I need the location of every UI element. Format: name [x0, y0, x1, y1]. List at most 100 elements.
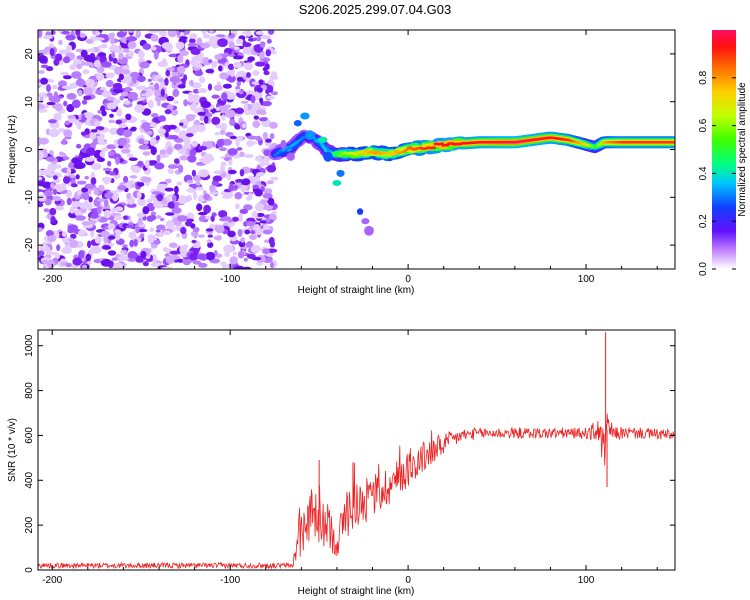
noise-blob — [259, 51, 265, 60]
noise-blob — [71, 201, 81, 208]
noise-blob — [203, 153, 214, 160]
spectral-ridge-segment — [321, 145, 327, 151]
noise-blob — [97, 52, 107, 58]
noise-blob — [191, 124, 198, 130]
noise-blob — [193, 248, 200, 255]
noise-blob — [172, 88, 180, 98]
noise-blob — [126, 192, 132, 200]
noise-blob — [262, 248, 270, 255]
noise-blob — [126, 180, 136, 185]
noise-blob — [120, 91, 129, 97]
noise-blob — [46, 246, 51, 255]
noise-blob — [93, 37, 105, 41]
noise-blob — [252, 120, 261, 128]
snr-background — [38, 330, 675, 570]
noise-blob — [116, 31, 126, 38]
noise-blob — [178, 130, 188, 139]
noise-blob — [244, 229, 251, 235]
noise-blob — [98, 184, 105, 192]
noise-blob — [232, 61, 243, 69]
noise-blob — [174, 158, 180, 164]
noise-blob — [192, 94, 198, 99]
spectral-ridge-segment — [278, 148, 284, 152]
noise-blob — [162, 230, 172, 236]
noise-blob — [196, 253, 207, 260]
noise-blob — [46, 84, 51, 93]
noise-blob — [258, 117, 268, 122]
noise-blob — [205, 228, 214, 232]
colorbar-tick-label: 0.2 — [698, 214, 709, 228]
noise-blob — [232, 251, 238, 256]
noise-blob — [194, 63, 203, 69]
spectral-blob — [336, 169, 345, 177]
noise-blob — [80, 131, 87, 136]
noise-blob — [41, 260, 49, 264]
noise-blob — [159, 149, 166, 156]
noise-blob — [189, 79, 194, 87]
noise-blob — [83, 61, 94, 66]
noise-blob — [203, 193, 211, 201]
noise-blob — [186, 212, 195, 221]
noise-blob — [265, 138, 272, 143]
noise-blob — [110, 37, 115, 45]
noise-blob — [227, 230, 236, 238]
noise-blob — [66, 104, 75, 113]
noise-blob — [136, 212, 146, 218]
noise-blob — [187, 194, 192, 202]
noise-blob — [166, 95, 175, 102]
noise-blob — [183, 99, 189, 107]
noise-blob — [79, 33, 87, 38]
noise-blob — [139, 233, 145, 239]
noise-blob — [213, 250, 218, 256]
noise-blob — [161, 42, 173, 50]
noise-blob — [198, 211, 208, 216]
noise-blob — [46, 259, 56, 269]
noise-blob — [197, 88, 208, 94]
noise-blob — [267, 30, 275, 35]
noise-blob — [186, 187, 197, 193]
noise-blob — [120, 148, 131, 154]
noise-blob — [254, 202, 265, 212]
noise-blob — [169, 255, 181, 260]
noise-blob — [243, 257, 248, 262]
noise-blob — [245, 30, 252, 37]
noise-blob — [130, 165, 141, 172]
noise-blob — [62, 156, 70, 161]
spectral-blob — [361, 218, 370, 225]
noise-blob — [217, 38, 228, 47]
noise-blob — [265, 95, 275, 100]
noise-blob — [84, 175, 89, 180]
noise-blob — [54, 200, 62, 205]
y-tick-label: 20 — [24, 48, 35, 60]
noise-blob — [45, 66, 54, 72]
noise-blob — [100, 230, 110, 238]
noise-blob — [167, 164, 178, 169]
noise-blob — [228, 159, 233, 166]
noise-blob — [111, 52, 116, 58]
noise-blob — [225, 92, 237, 100]
noise-blob — [165, 212, 175, 216]
noise-blob — [90, 177, 97, 185]
noise-blob — [87, 240, 92, 249]
noise-blob — [269, 213, 277, 220]
noise-blob — [146, 198, 153, 203]
noise-blob — [85, 78, 95, 88]
spectral-ridge-segment — [404, 148, 410, 152]
spectral-ridge-segment — [390, 152, 397, 157]
noise-blob — [197, 111, 206, 116]
noise-blob — [49, 48, 55, 56]
y-tick-label: 0 — [24, 146, 35, 152]
noise-blob — [230, 69, 235, 78]
noise-blob — [70, 183, 78, 188]
noise-blob — [173, 143, 183, 150]
noise-blob — [108, 119, 116, 124]
noise-blob — [83, 87, 93, 96]
noise-blob — [159, 217, 165, 222]
noise-blob — [237, 228, 243, 237]
noise-blob — [154, 162, 165, 170]
noise-blob — [201, 30, 207, 35]
noise-blob — [187, 179, 194, 184]
noise-blob — [214, 224, 219, 233]
noise-blob — [101, 110, 107, 117]
